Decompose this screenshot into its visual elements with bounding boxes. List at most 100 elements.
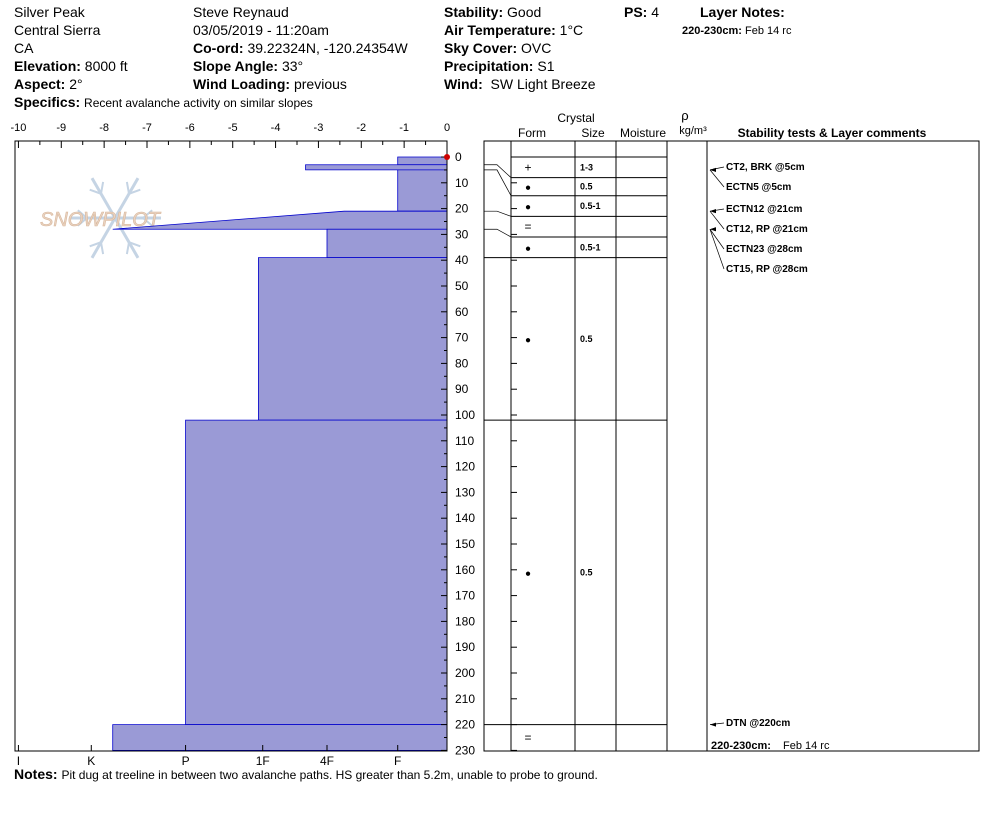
hardness-tick-label: P xyxy=(182,754,190,768)
snowflake-branch xyxy=(77,217,88,227)
hardness-tick-label: 1F xyxy=(256,754,270,768)
bottom-note-text: Feb 14 rc xyxy=(783,740,830,752)
surface-temp-point xyxy=(444,154,450,160)
aspect: Aspect: 2° xyxy=(14,75,83,93)
layer-notes-title: Layer Notes: xyxy=(700,4,785,20)
wind-loading: Wind Loading: previous xyxy=(193,75,347,93)
depth-tick-label: 140 xyxy=(455,511,475,525)
crystal-size: 0.5-1 xyxy=(580,201,601,211)
depth-tick-label: 190 xyxy=(455,640,475,654)
layer-connector xyxy=(484,169,512,196)
hardness-layer xyxy=(305,164,448,171)
wind-value: SW Light Breeze xyxy=(490,76,596,92)
stability-leader xyxy=(709,229,725,250)
layer-connector xyxy=(484,210,512,217)
depth-tick-label: 0 xyxy=(455,150,462,164)
wind-label: Wind: xyxy=(444,76,483,92)
wind: Wind: SW Light Breeze xyxy=(444,75,596,93)
hardness-layer xyxy=(326,228,448,259)
notes-text: Pit dug at treeline in between two avala… xyxy=(61,768,598,782)
depth-tick-label: 210 xyxy=(455,692,475,706)
stability-arrowhead xyxy=(710,722,716,727)
specifics-label: Specifics: xyxy=(14,94,81,110)
snowpilot-watermark: SNOWPILOT xyxy=(40,177,162,259)
snowflake-arm xyxy=(113,217,140,259)
precip-value: S1 xyxy=(537,58,555,74)
ps: PS: 4 xyxy=(624,3,659,21)
slope-value: 33° xyxy=(281,58,304,74)
wind-loading-label: Wind Loading: xyxy=(193,76,291,92)
depth-tick-label: 10 xyxy=(455,176,469,190)
crystal-size: 1-3 xyxy=(580,162,593,172)
hardness-layer xyxy=(112,724,448,751)
stability-test-label: DTN @220cm xyxy=(726,718,790,729)
hardness-layer xyxy=(397,156,448,166)
depth-tick-label: 30 xyxy=(455,227,469,241)
hardness-layer xyxy=(112,210,448,230)
coord: Co-ord: 39.22324N, -120.24354W xyxy=(193,39,408,57)
stability-test-label: CT2, BRK @5cm xyxy=(726,162,805,173)
coord-label: Co-ord: xyxy=(193,40,244,56)
depth-tick-label: 220 xyxy=(455,718,475,732)
depth-tick-label: 90 xyxy=(455,382,469,396)
form-header: Form xyxy=(518,126,546,140)
crystal-size: 0.5 xyxy=(580,334,593,344)
stability-arrowhead xyxy=(710,227,716,232)
snowflake-branch xyxy=(142,217,153,227)
stability-test-label: CT15, RP @28cm xyxy=(726,264,808,275)
snowflake-branch xyxy=(100,242,105,255)
air-temperature: Air Temperature: 1°C xyxy=(444,21,583,39)
depth-tick-label: 120 xyxy=(455,460,475,474)
specifics-value: Recent avalanche activity on similar slo… xyxy=(84,96,313,110)
moisture-header: Moisture xyxy=(620,126,666,140)
hardness-tick-label: K xyxy=(87,754,95,768)
depth-tick-label: 180 xyxy=(455,614,475,628)
stability: Stability: Good xyxy=(444,3,541,21)
temp-tick-label: -7 xyxy=(142,122,152,134)
snowflake-arm xyxy=(90,217,117,259)
temp-tick-label: -5 xyxy=(228,122,238,134)
crystal-form: ● xyxy=(525,202,531,213)
temp-tick-label: 0 xyxy=(444,122,450,134)
notes-label: Notes: xyxy=(14,766,58,782)
depth-tick-label: 150 xyxy=(455,537,475,551)
snowflake-branch xyxy=(128,241,141,248)
sky-label: Sky Cover: xyxy=(444,40,518,56)
hardness-layer xyxy=(185,419,448,725)
crystal-form: ● xyxy=(525,243,531,254)
temp-tick-label: -2 xyxy=(356,122,366,134)
crystal-size: 0.5 xyxy=(580,567,593,577)
depth-tick-label: 100 xyxy=(455,408,475,422)
stability-leader xyxy=(709,169,725,188)
depth-tick-label: 160 xyxy=(455,563,475,577)
snowflake-branch xyxy=(125,242,130,255)
snowflake-branch xyxy=(128,188,141,195)
wind-loading-value: previous xyxy=(293,76,347,92)
depth-tick-label: 20 xyxy=(455,202,469,216)
precipitation: Precipitation: S1 xyxy=(444,57,554,75)
datetime: 03/05/2019 - 11:20am xyxy=(193,22,329,38)
sky-cover: Sky Cover: OVC xyxy=(444,39,551,57)
stability-header: Stability tests & Layer comments xyxy=(738,126,927,140)
layer-note: 220-230cm: Feb 14 rc xyxy=(682,22,791,40)
elevation-value: 8000 ft xyxy=(84,58,128,74)
depth-tick-label: 170 xyxy=(455,589,475,603)
size-header: Size xyxy=(581,126,605,140)
slope-angle: Slope Angle: 33° xyxy=(193,57,303,75)
snowflake-branch xyxy=(77,209,88,219)
temp-tick-label: -6 xyxy=(185,122,195,134)
layer-connector xyxy=(484,228,512,238)
stability-test-label: ECTN5 @5cm xyxy=(726,182,791,193)
stability-leader xyxy=(709,210,725,230)
crystal-header: Crystal xyxy=(557,111,594,125)
layer-note-depth: 220-230cm: xyxy=(682,25,742,37)
aspect-value: 2° xyxy=(69,76,83,92)
depth-tick-label: 70 xyxy=(455,331,469,345)
plot-frame xyxy=(14,140,448,752)
snowflake-branch xyxy=(89,241,102,248)
elevation-label: Elevation: xyxy=(14,58,81,74)
snowflake-branch xyxy=(89,188,102,195)
air-temp-label: Air Temperature: xyxy=(444,22,556,38)
depth-tick-label: 200 xyxy=(455,666,475,680)
state: CA xyxy=(14,40,34,56)
